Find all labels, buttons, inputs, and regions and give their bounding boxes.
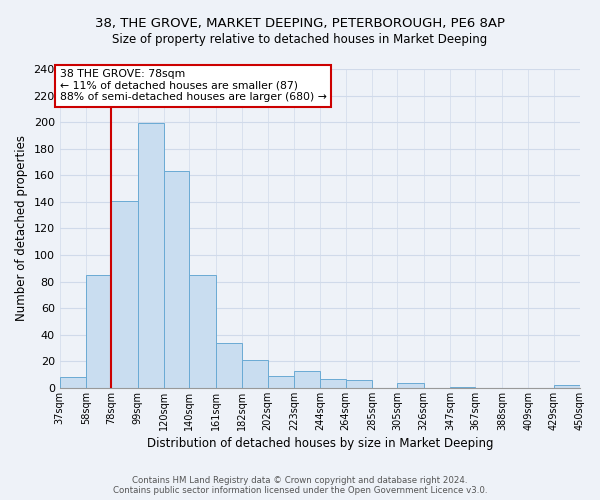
Text: 38, THE GROVE, MARKET DEEPING, PETERBOROUGH, PE6 8AP: 38, THE GROVE, MARKET DEEPING, PETERBORO… (95, 18, 505, 30)
Bar (216, 342, 242, 388)
Text: Size of property relative to detached houses in Market Deeping: Size of property relative to detached ho… (112, 32, 488, 46)
Bar (242, 360, 268, 388)
Bar (112, 200, 138, 388)
Bar (346, 380, 372, 388)
Bar (164, 172, 190, 388)
Bar (320, 378, 346, 388)
Text: Contains HM Land Registry data © Crown copyright and database right 2024.
Contai: Contains HM Land Registry data © Crown c… (113, 476, 487, 495)
Bar (397, 382, 424, 388)
Bar (59, 378, 86, 388)
X-axis label: Distribution of detached houses by size in Market Deeping: Distribution of detached houses by size … (146, 437, 493, 450)
Bar (268, 376, 294, 388)
Bar (554, 385, 580, 388)
Bar (190, 275, 216, 388)
Bar (138, 124, 164, 388)
Y-axis label: Number of detached properties: Number of detached properties (15, 136, 28, 322)
Text: 38 THE GROVE: 78sqm
← 11% of detached houses are smaller (87)
88% of semi-detach: 38 THE GROVE: 78sqm ← 11% of detached ho… (59, 69, 326, 102)
Bar (450, 386, 475, 388)
Bar (294, 370, 320, 388)
Bar (86, 275, 112, 388)
